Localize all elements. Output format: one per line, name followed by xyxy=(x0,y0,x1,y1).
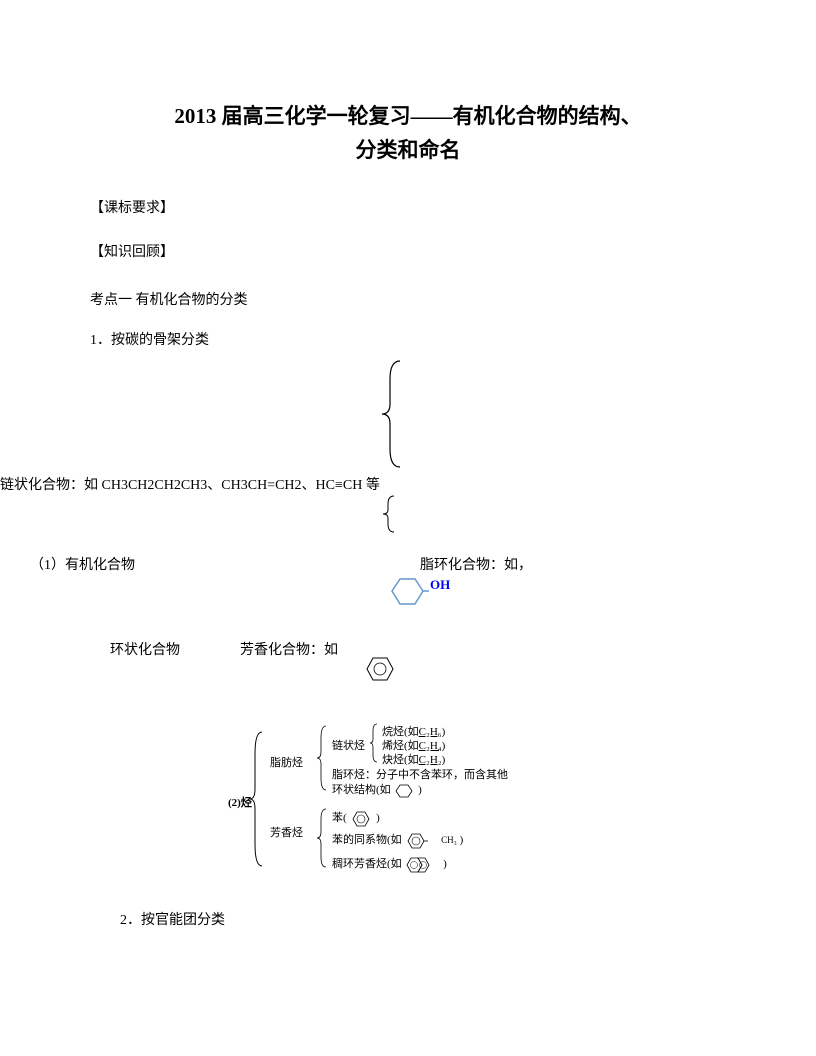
benzene-icon xyxy=(365,654,395,684)
toluene-mini-icon xyxy=(406,832,436,850)
chain-hydrocarbon-label: 链状烃 xyxy=(332,737,365,753)
close-paren-3: ) xyxy=(442,754,446,766)
title-line-2: 分类和命名 xyxy=(90,134,726,168)
carbon-skeleton-heading: 1．按碳的骨架分类 xyxy=(90,329,726,349)
functional-group-heading: 2．按官能团分类 xyxy=(120,909,726,929)
close-paren-4: ) xyxy=(418,784,422,796)
alicyclic-row-2: 环状结构(如 ) xyxy=(332,781,422,798)
benzene-ring-structure xyxy=(365,654,395,689)
classification-diagram-1: 链状化合物：如 CH3CH2CH2CH3、CH3CH=CH2、HC≡CH 等 （… xyxy=(90,359,726,719)
benzene-row: 苯( ) xyxy=(332,809,380,827)
aliphatic-hydrocarbon-label: 脂肪烃 xyxy=(270,754,303,770)
alicyclic-label-2: 环状结构(如 xyxy=(332,784,391,796)
small-brace-icon xyxy=(380,494,400,534)
alkyne-row: 炔烃(如C₂H₂) xyxy=(382,751,445,767)
cyclohexane-mini-icon xyxy=(395,783,413,799)
organic-compound-label: （1）有机化合物 xyxy=(30,554,135,574)
aliphatic-brace-icon xyxy=(315,724,329,792)
hexagon-icon xyxy=(390,574,430,609)
aromatic-compound-label: 芳香化合物：如 xyxy=(240,639,338,659)
benzene-homolog-label: 苯的同系物(如 xyxy=(332,834,402,846)
oh-label: OH xyxy=(430,577,450,593)
chain-brace-icon xyxy=(368,722,380,764)
topic-1-heading: 考点一 有机化合物的分类 xyxy=(90,289,726,309)
document-title: 2013 届高三化学一轮复习——有机化合物的结构、 分类和命名 xyxy=(90,100,726,167)
aromatic-brace-icon xyxy=(315,807,329,869)
benzene-label: 苯( xyxy=(332,812,347,824)
close-paren-5: ) xyxy=(376,812,380,824)
ring-compound-label: 环状化合物 xyxy=(110,639,180,659)
naphthalene-mini-icon xyxy=(406,856,438,874)
alkyne-label: 炔烃(如 xyxy=(382,754,419,766)
fused-aromatic-label: 稠环芳香烃(如 xyxy=(332,858,402,870)
close-paren-6: ) xyxy=(460,834,464,846)
aromatic-hydrocarbon-label: 芳香烃 xyxy=(270,824,303,840)
aliphatic-ring-label: 脂环化合物：如， xyxy=(420,554,532,574)
cyclohexanol-structure xyxy=(390,574,430,614)
alkyne-formula: C₂H₂ xyxy=(419,754,442,766)
title-line-1: 2013 届高三化学一轮复习——有机化合物的结构、 xyxy=(90,100,726,134)
curriculum-requirements-label: 【课标要求】 xyxy=(90,197,726,217)
close-paren-7: ) xyxy=(443,858,447,870)
chain-compound-text: 链状化合物：如 CH3CH2CH2CH3、CH3CH=CH2、HC≡CH 等 xyxy=(0,474,380,494)
ch3-label: CH₃ xyxy=(441,835,457,845)
outer-brace-icon xyxy=(248,729,266,869)
knowledge-review-label: 【知识回顾】 xyxy=(90,241,726,261)
hydrocarbon-classification-diagram: (2)烃 脂肪烃 芳香烃 链状烃 烷烃(如C₂H₆) 烯烃(如C₂H₄) 炔烃(… xyxy=(210,719,630,879)
fused-aromatic-row: 稠环芳香烃(如 ) xyxy=(332,855,447,873)
alicyclic-row-1: 脂环烃：分子中不含苯环，而含其他 xyxy=(332,766,508,782)
benzene-mini-icon xyxy=(351,810,371,828)
large-brace-icon xyxy=(380,359,410,469)
benzene-homolog-row: 苯的同系物(如 CH₃ ) xyxy=(332,831,463,849)
chain-compound-label: 链状化合物：如 CH3CH2CH2CH3、CH3CH=CH2、HC≡CH 等 xyxy=(0,478,380,493)
